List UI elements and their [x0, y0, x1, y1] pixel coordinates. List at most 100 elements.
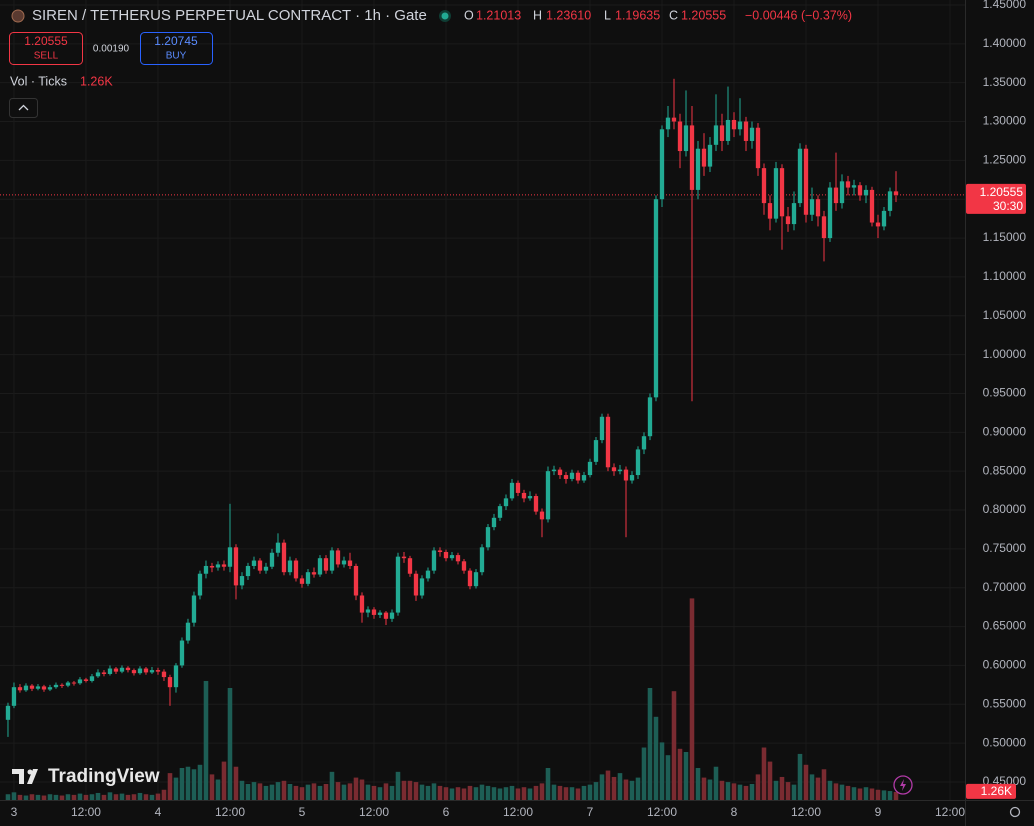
- y-tick-label: 1.15000: [983, 230, 1027, 244]
- volume-bar: [383, 783, 389, 800]
- volume-legend-value: 1.26K: [80, 74, 113, 88]
- y-tick-label: 0.65000: [983, 619, 1027, 633]
- candle-body: [797, 148, 803, 204]
- candle-body: [455, 555, 461, 562]
- x-tick-label: 6: [443, 805, 450, 819]
- volume-bar: [5, 794, 11, 800]
- volume-bar: [743, 785, 749, 800]
- alert-icon[interactable]: [893, 775, 913, 795]
- candle-body: [569, 472, 575, 479]
- candle-body: [575, 472, 581, 481]
- volume-bar: [443, 787, 449, 800]
- volume-bar: [785, 782, 791, 800]
- volume-bar: [851, 787, 857, 800]
- candle-body: [227, 547, 233, 567]
- volume-bar: [869, 788, 875, 800]
- volume-bar: [29, 794, 35, 800]
- candles: [5, 78, 899, 737]
- candle-body: [785, 216, 791, 225]
- y-tick-label: 1.40000: [983, 36, 1027, 50]
- candle-body: [521, 492, 527, 499]
- sell-label[interactable]: SELL: [34, 51, 59, 62]
- candle-body: [809, 199, 815, 215]
- candle-body: [803, 148, 809, 215]
- volume-bar: [17, 794, 23, 800]
- volume-bar: [113, 794, 119, 800]
- volume-bar: [11, 792, 17, 800]
- volume-bar: [401, 780, 407, 800]
- candle-body: [497, 506, 503, 518]
- candle-body: [623, 469, 629, 481]
- candle-body: [713, 125, 719, 145]
- candle-body: [839, 181, 845, 204]
- sell-price[interactable]: 1.20555: [24, 34, 68, 48]
- volume-bar: [863, 787, 869, 800]
- candle-body: [467, 570, 473, 587]
- alert-bolt[interactable]: [900, 779, 906, 791]
- candle-body: [173, 665, 179, 688]
- status-dot: [441, 12, 449, 20]
- volume-bar: [149, 794, 155, 800]
- candle-body: [365, 609, 371, 613]
- volume-bar: [275, 782, 281, 800]
- candle-body: [833, 187, 839, 204]
- buy-label[interactable]: BUY: [166, 51, 187, 62]
- price-tag: [966, 183, 1026, 214]
- volume-pane: [5, 598, 899, 800]
- volume-bar: [737, 784, 743, 800]
- y-tick-label: 1.10000: [983, 269, 1027, 283]
- candle-body: [251, 560, 257, 566]
- change: −0.00446 (−0.37%): [745, 8, 852, 22]
- candle-body: [317, 558, 323, 575]
- volume-bar: [461, 788, 467, 800]
- collapse-button[interactable]: [9, 98, 38, 118]
- volume-bar: [155, 793, 161, 800]
- volume-bar: [359, 779, 365, 800]
- volume-bar: [23, 795, 29, 800]
- volume-bar: [719, 780, 725, 800]
- settings-icon[interactable]: [1009, 806, 1021, 818]
- volume-bar: [215, 779, 221, 800]
- volume-bar: [161, 789, 167, 800]
- candle-body: [215, 564, 221, 568]
- candle-body: [377, 612, 383, 615]
- buy-button[interactable]: [140, 32, 213, 65]
- candle-body: [653, 199, 659, 398]
- candle-body: [59, 684, 65, 686]
- candle-body: [269, 552, 275, 567]
- buy-price[interactable]: 1.20745: [154, 34, 198, 48]
- volume-bar: [191, 769, 197, 800]
- candle-body: [287, 560, 293, 573]
- candle-body: [539, 511, 545, 520]
- volume-bar: [137, 792, 143, 800]
- volume-bar: [407, 780, 413, 800]
- candle-body: [647, 397, 653, 437]
- y-tick-label: 1.00000: [983, 347, 1027, 361]
- volume-bar: [809, 774, 815, 800]
- volume-bar: [377, 787, 383, 800]
- volume-bar: [77, 793, 83, 800]
- candle-body: [65, 682, 71, 686]
- x-tick-label: 5: [299, 805, 306, 819]
- volume-bar: [875, 789, 881, 800]
- volume-bar: [821, 769, 827, 800]
- x-tick-label: 12:00: [359, 805, 389, 819]
- candle-body: [641, 436, 647, 450]
- volume-bar: [527, 788, 533, 800]
- volume-bar: [125, 794, 131, 800]
- collapse-icon[interactable]: [18, 104, 29, 111]
- candle-body: [659, 129, 665, 200]
- volume-bar: [425, 785, 431, 800]
- candle-body: [665, 117, 671, 130]
- volume-bar: [389, 785, 395, 800]
- candle-body: [827, 187, 833, 239]
- volume-bar: [467, 785, 473, 800]
- candle-body: [593, 440, 599, 462]
- volume-bar: [143, 794, 149, 800]
- ohlc-value: 1.20555: [681, 8, 726, 22]
- candle-body: [677, 121, 683, 152]
- sell-button[interactable]: [9, 32, 83, 65]
- candle-body: [461, 561, 467, 571]
- volume-bar: [293, 785, 299, 800]
